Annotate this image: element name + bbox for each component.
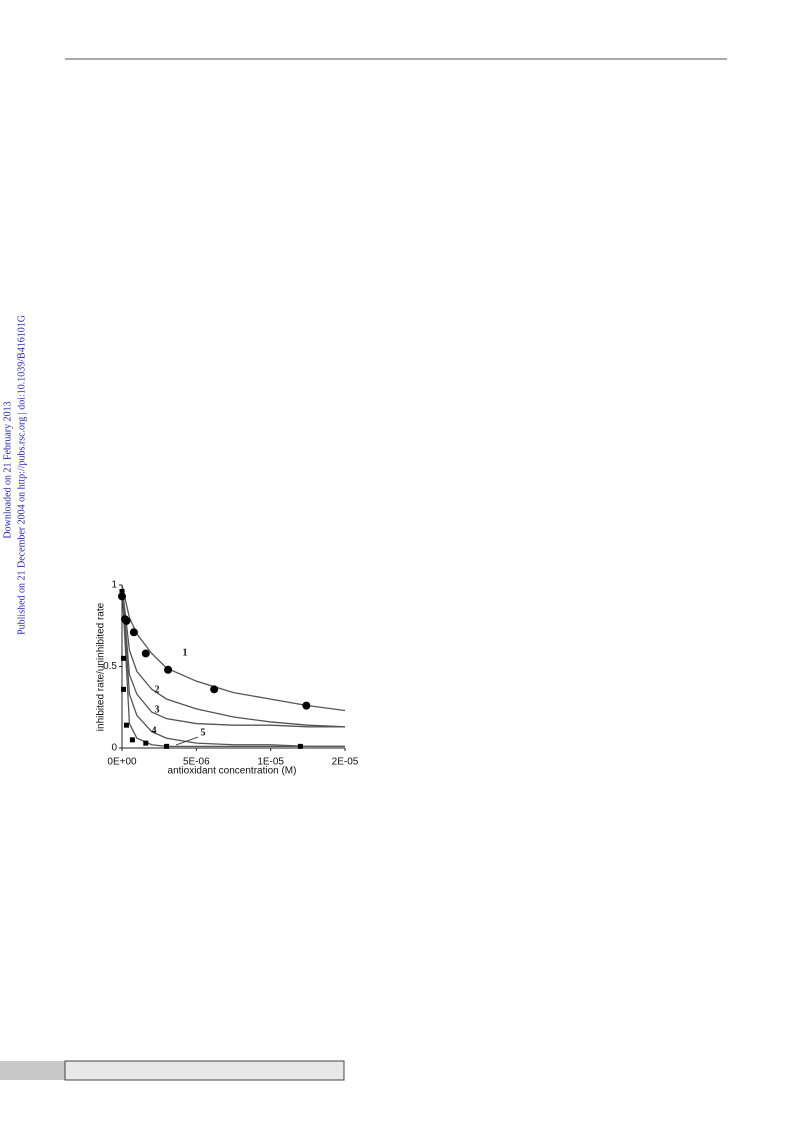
data-point <box>122 616 131 625</box>
fit-curve <box>121 584 345 728</box>
footer-bar <box>64 1060 345 1081</box>
label-arrow <box>175 736 199 746</box>
curve-label: 4 <box>152 725 157 736</box>
y-tick-label: 0.5 <box>103 661 117 672</box>
fit-curve <box>121 584 345 748</box>
fit-curve <box>121 584 346 728</box>
publication-note: Published on 21 December 2004 on http://… <box>16 315 27 635</box>
x-tick-label: 0E+00 <box>107 757 137 768</box>
x-tick-label: 1E-05 <box>257 757 284 768</box>
x-axis-title: antioxidant concentration (M) <box>168 766 297 777</box>
data-point <box>302 701 311 710</box>
curve-label: 5 <box>201 727 206 738</box>
data-point <box>210 685 219 694</box>
data-point <box>129 628 138 637</box>
y-tick-label: 0 <box>111 743 117 754</box>
curve-label: 2 <box>155 684 160 695</box>
data-point <box>119 589 125 595</box>
footer-block <box>0 1061 65 1080</box>
data-point <box>120 686 126 692</box>
x-tick-label: 2E-05 <box>332 757 359 768</box>
download-note: Downloaded on 21 February 2013 <box>2 401 13 538</box>
data-point <box>143 740 149 746</box>
chart: inhibited rate/uninhibited rate antioxid… <box>96 580 359 777</box>
fit-curve <box>121 584 346 712</box>
data-point <box>118 592 126 601</box>
curve-label: 1 <box>183 647 188 658</box>
curve-label: 3 <box>155 704 160 715</box>
y-axis-title: inhibited rate/uninhibited rate <box>96 602 107 731</box>
data-point <box>120 655 126 661</box>
data-point <box>123 722 129 728</box>
data-point <box>129 737 135 743</box>
data-point <box>164 743 170 749</box>
fit-curve <box>121 584 345 748</box>
y-tick-label: 1 <box>111 580 117 591</box>
x-tick-label: 5E-06 <box>183 757 210 768</box>
data-point <box>141 649 150 658</box>
data-point <box>164 665 173 674</box>
data-point <box>297 743 303 749</box>
